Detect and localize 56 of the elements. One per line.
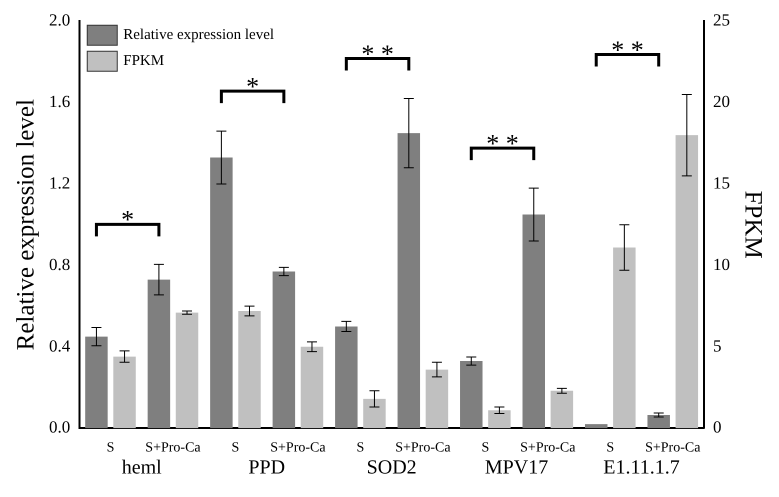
bar xyxy=(550,390,574,428)
legend-label: Relative expression level xyxy=(123,27,274,44)
text: E1.11.1.7 xyxy=(603,456,680,478)
bar xyxy=(676,135,698,428)
x-tick-label: S+Pro-Ca xyxy=(520,440,576,456)
bar xyxy=(238,310,261,428)
y-tick-label: 0.8 xyxy=(49,254,70,274)
y2-tick-label: 0 xyxy=(713,418,722,437)
annotation: * * xyxy=(611,35,644,64)
bar xyxy=(584,424,608,428)
x-tick-label: S xyxy=(356,440,364,456)
y2-tick-label: 10 xyxy=(713,254,730,274)
x-tick-label: S xyxy=(481,440,490,456)
x-tick-label: S xyxy=(232,440,240,456)
y2-tick-label: 20 xyxy=(713,92,730,112)
y2-tick-label: 25 xyxy=(713,10,730,30)
bar xyxy=(300,346,324,428)
bar xyxy=(460,361,483,428)
bar xyxy=(148,280,170,428)
y-tick-label: 2.0 xyxy=(49,10,70,30)
bar xyxy=(272,272,296,428)
y-axis-title: Relative expression level xyxy=(12,98,40,350)
y-tick-label: 1.6 xyxy=(49,92,70,112)
y2-tick-label: 5 xyxy=(713,336,722,356)
bar xyxy=(176,312,198,428)
x-tick-label: S xyxy=(606,440,614,456)
annotation: * xyxy=(121,205,134,234)
x-tick-label: S xyxy=(106,440,114,456)
bar xyxy=(398,133,420,428)
y2-axis-title: FPKM xyxy=(739,190,766,259)
bar xyxy=(488,410,511,428)
bar xyxy=(113,356,136,428)
text: heml xyxy=(122,456,162,478)
bar xyxy=(85,336,108,428)
text: PPD xyxy=(248,456,286,478)
legend-label: FPKM xyxy=(123,53,164,70)
bar xyxy=(613,247,636,428)
text: MPV17 xyxy=(484,456,548,478)
bar xyxy=(426,370,448,428)
bar xyxy=(210,158,233,428)
bar xyxy=(335,326,358,428)
annotation: * xyxy=(246,72,260,101)
y2-tick-label: 15 xyxy=(713,173,730,192)
text: SOD2 xyxy=(366,456,417,478)
annotation: * * xyxy=(361,39,394,68)
x-tick-label: S+Pro-Ca xyxy=(395,440,452,456)
y-tick-label: 1.2 xyxy=(49,173,70,192)
x-tick-label: S+Pro-Ca xyxy=(145,440,202,456)
y-tick-label: 0.0 xyxy=(49,418,70,437)
x-tick-label: S+Pro-Ca xyxy=(270,440,326,456)
x-tick-label: S+Pro-Ca xyxy=(645,440,702,456)
bar xyxy=(522,214,545,428)
annotation: * * xyxy=(486,128,519,158)
bar xyxy=(363,398,386,428)
y-tick-label: 0.4 xyxy=(49,336,71,356)
bar xyxy=(647,414,670,428)
